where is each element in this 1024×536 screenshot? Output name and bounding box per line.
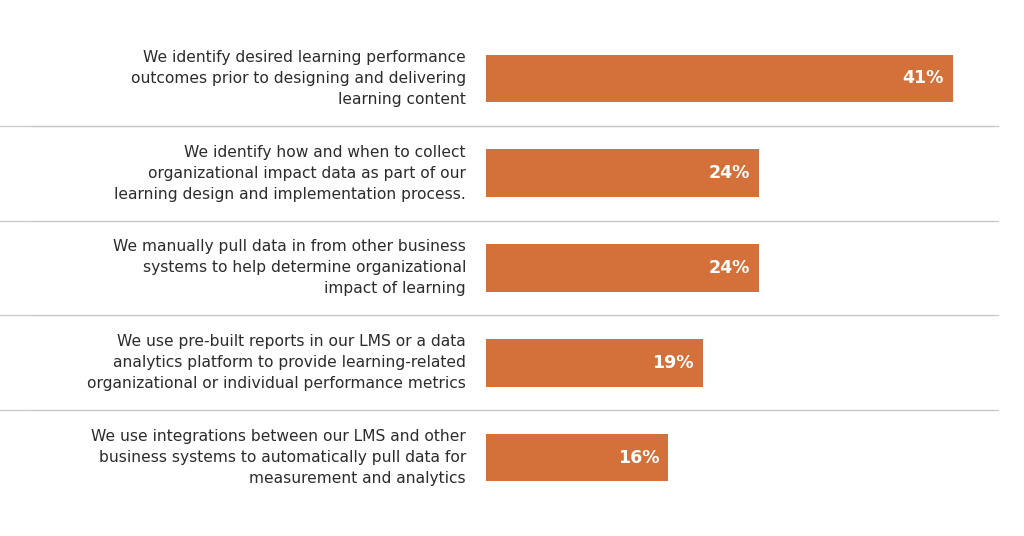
Text: 24%: 24% <box>709 259 751 277</box>
Bar <box>486 339 702 386</box>
Text: We identify how and when to collect
organizational impact data as part of our
le: We identify how and when to collect orga… <box>114 145 466 202</box>
Text: 19%: 19% <box>652 354 693 372</box>
Text: We use integrations between our LMS and other
business systems to automatically : We use integrations between our LMS and … <box>91 429 466 486</box>
Text: 41%: 41% <box>902 69 944 87</box>
Text: 24%: 24% <box>709 164 751 182</box>
Text: We identify desired learning performance
outcomes prior to designing and deliver: We identify desired learning performance… <box>131 50 466 107</box>
Text: We manually pull data in from other business
systems to help determine organizat: We manually pull data in from other busi… <box>113 240 466 296</box>
Text: We use pre-built reports in our LMS or a data
analytics platform to provide lear: We use pre-built reports in our LMS or a… <box>87 334 466 391</box>
Bar <box>486 150 760 197</box>
Text: 16%: 16% <box>617 449 659 467</box>
Bar <box>486 55 953 102</box>
Bar <box>486 244 760 292</box>
Bar <box>486 434 669 481</box>
